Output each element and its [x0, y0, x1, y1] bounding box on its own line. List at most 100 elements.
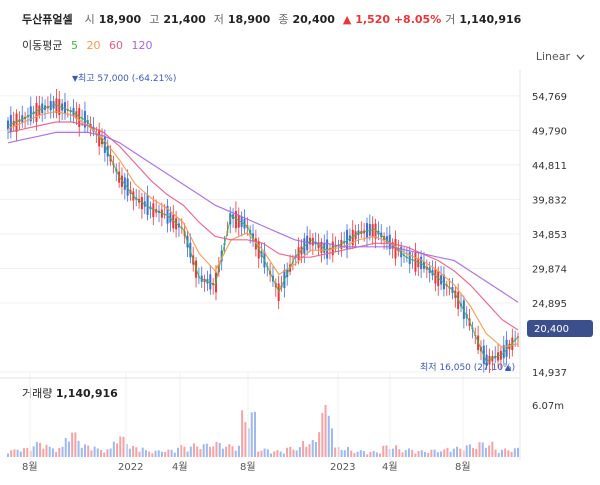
volume-bar — [484, 447, 487, 457]
volume-bar — [488, 445, 491, 457]
volume-bar — [478, 442, 481, 457]
scale-selector[interactable]: Linear — [536, 50, 585, 63]
candle-body — [58, 99, 61, 115]
low-value: 18,900 — [227, 13, 271, 26]
candle-body — [41, 103, 44, 114]
volume-bar — [116, 443, 119, 457]
volume-bar — [177, 447, 179, 457]
price-axis: 54,769 49,790 44,811 39,832 34,853 29,874 24,8… — [532, 92, 567, 379]
volume-bar — [257, 451, 260, 457]
volume-bar — [215, 441, 218, 457]
candle-body — [78, 108, 81, 127]
candle-body — [414, 252, 417, 272]
candle-body — [303, 238, 306, 254]
volume-bar — [221, 448, 224, 457]
volume-bar — [13, 449, 16, 457]
current-price-value: 20,400 — [534, 324, 569, 335]
volume-bar — [7, 453, 9, 457]
volume-bar — [468, 444, 471, 457]
volume-bar — [16, 449, 19, 457]
volume-bar — [497, 452, 500, 457]
volume-bar — [289, 446, 292, 457]
volume-bar — [423, 451, 426, 457]
volume-bar — [292, 449, 295, 457]
volume-bar — [19, 451, 22, 457]
volume-bar — [433, 449, 436, 457]
volume-bar — [334, 447, 337, 457]
ma-line-20 — [7, 110, 519, 348]
volume-bar — [343, 450, 346, 457]
volume-bar — [77, 440, 80, 457]
candle-body — [234, 211, 237, 229]
candle-body — [368, 223, 371, 236]
volume-bar — [170, 449, 173, 457]
volume-bar — [504, 448, 507, 457]
volume-bar — [404, 450, 407, 457]
low-marker-icon: ▲ — [505, 363, 512, 372]
volume-bar — [347, 447, 349, 457]
volume-bar — [148, 451, 151, 457]
x-tick-label: 2023 — [330, 462, 355, 473]
volume-bar — [74, 432, 77, 457]
volume-bar — [475, 448, 478, 457]
high-value: 21,400 — [163, 13, 206, 26]
stock-name: 두산퓨얼셀 — [22, 13, 73, 26]
volume-bar — [231, 446, 234, 457]
volume-bar — [80, 447, 83, 457]
candle-body — [166, 205, 169, 224]
volume-bar — [472, 447, 475, 457]
volume-bar — [119, 436, 122, 457]
scale-label: Linear — [535, 50, 570, 63]
price-grid — [0, 95, 520, 373]
time-axis: 8월 2022 4월 8월 2023 4월 8월 — [22, 372, 471, 473]
volume-bar — [318, 432, 321, 457]
volume-bar — [132, 445, 135, 457]
volume-bar — [183, 446, 186, 457]
x-tick-label: 4월 — [172, 461, 188, 473]
volume-bar — [209, 446, 212, 457]
volume-bar — [446, 447, 449, 457]
volume-bar — [26, 447, 29, 457]
open-label: 시 — [84, 13, 95, 26]
ma-60: 60 — [108, 39, 123, 52]
candle-body — [388, 234, 391, 250]
candle-body — [346, 229, 349, 249]
volume-bar — [359, 450, 362, 457]
volume-bar — [157, 450, 160, 457]
candle-body — [63, 102, 66, 114]
volume-bar — [311, 439, 314, 457]
candle-body — [374, 223, 377, 239]
volume-bar — [253, 411, 256, 457]
volume-bar — [109, 448, 112, 457]
volume-bar — [382, 445, 385, 457]
volume-bar — [369, 451, 372, 457]
volume-bar — [350, 450, 353, 457]
candle-body — [146, 195, 149, 215]
candle-body — [365, 223, 368, 238]
volume-panel-value: 1,140,916 — [55, 387, 118, 400]
volume-bar — [154, 450, 157, 457]
candle-body — [29, 106, 32, 122]
volume-bar — [100, 450, 103, 457]
candle-body — [140, 197, 143, 210]
volume-bar — [481, 442, 484, 457]
volume-bar — [212, 446, 215, 457]
volume-bar — [517, 447, 519, 457]
volume-bar — [58, 447, 61, 457]
volume-bar — [61, 446, 64, 457]
ma-line-60 — [7, 121, 519, 331]
volume-bar — [138, 451, 141, 457]
volume-bar — [241, 410, 244, 457]
volume-bar — [244, 422, 247, 457]
candle-body — [442, 274, 445, 290]
candle-body — [209, 274, 212, 290]
price-tick-label: 29,874 — [532, 264, 567, 275]
volume-bar — [330, 428, 333, 457]
change-value: ▲ 1,520 +8.05% — [342, 13, 442, 26]
volume-bar — [93, 446, 96, 457]
volume-bar — [459, 448, 462, 457]
candle-body — [152, 203, 155, 218]
volume-bar — [366, 454, 369, 457]
moving-average-legend[interactable]: 이동평균 5 20 60 120 — [22, 37, 157, 53]
